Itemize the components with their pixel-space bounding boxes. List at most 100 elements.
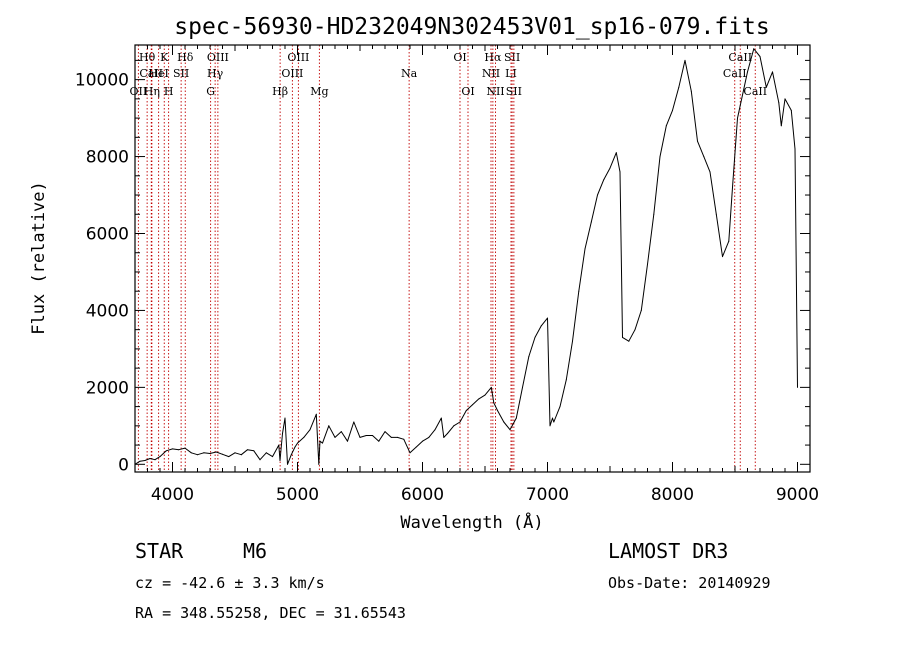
data-point — [578, 290, 580, 292]
y-axis-label: Flux (relative) — [29, 181, 49, 335]
data-point — [149, 458, 151, 459]
data-point — [322, 442, 323, 444]
x-tick-label: 9000 — [776, 485, 819, 505]
data-point — [597, 194, 598, 196]
data-point — [247, 449, 248, 451]
x-tick-label: 4000 — [151, 485, 194, 505]
object-class: STAR — [135, 539, 184, 563]
marker-label: CaII — [139, 67, 163, 80]
marker-label: CaII — [723, 67, 747, 80]
data-point — [553, 421, 555, 423]
data-point — [737, 117, 738, 119]
marker-label: SII — [504, 51, 520, 64]
data-point — [415, 446, 417, 448]
data-point — [318, 463, 320, 465]
data-point — [565, 379, 567, 381]
data-point — [309, 429, 311, 431]
data-point — [443, 436, 445, 438]
marker-label: HeI — [148, 67, 168, 80]
obs-date-label: Obs-Date: 20140929 — [608, 574, 771, 592]
data-point — [228, 456, 230, 458]
data-point — [622, 336, 623, 338]
data-point — [603, 179, 605, 181]
data-point — [334, 436, 336, 438]
data-point — [697, 140, 698, 142]
data-point — [359, 436, 361, 438]
data-point — [453, 425, 455, 427]
data-point — [647, 263, 648, 265]
data-point — [178, 449, 180, 451]
data-point — [397, 436, 398, 438]
marker-label: K — [160, 51, 169, 64]
marker-label: CaII — [728, 51, 752, 64]
data-point — [472, 404, 473, 406]
marker-label: Hβ — [272, 85, 288, 98]
y-tick-label: 10000 — [75, 71, 129, 91]
data-point — [709, 171, 711, 173]
series-line-spectrum — [134, 48, 798, 465]
data-point — [440, 417, 442, 419]
data-point — [378, 440, 380, 442]
data-point — [265, 452, 267, 454]
data-point — [319, 440, 321, 442]
data-point — [715, 213, 717, 215]
data-point — [690, 90, 692, 92]
data-point — [353, 421, 355, 423]
redshift-label: cz = -42.6 ± 3.3 km/s — [135, 574, 325, 592]
data-point — [253, 450, 255, 452]
data-point — [509, 429, 511, 431]
data-point — [522, 386, 523, 388]
x-tick-label: 7000 — [526, 485, 569, 505]
data-point — [765, 86, 767, 88]
data-point — [672, 109, 673, 111]
data-point — [634, 329, 636, 331]
coordinates-label: RA = 348.55258, DEC = 31.65543 — [135, 604, 406, 622]
y-tick-label: 0 — [118, 455, 129, 475]
marker-label: Hα — [484, 51, 502, 64]
data-point — [759, 56, 761, 57]
data-point — [534, 336, 536, 338]
data-point — [203, 452, 205, 454]
marker-label: G — [206, 85, 215, 98]
data-point — [665, 125, 667, 127]
data-point — [552, 417, 553, 419]
data-point — [780, 125, 782, 127]
survey-label: LAMOST DR3 — [608, 539, 728, 563]
data-point — [272, 456, 273, 458]
data-point — [159, 456, 161, 458]
x-axis-label: Wavelength (Å) — [400, 511, 543, 533]
plot-frame — [134, 44, 811, 473]
y-tick-label: 2000 — [86, 378, 129, 398]
data-point — [447, 433, 448, 434]
data-point — [215, 451, 217, 453]
data-point — [428, 436, 430, 438]
data-point — [390, 436, 392, 438]
axes: 4000 5000 6000 7000 8000 9000 0 2000 4000 6000 800… — [75, 45, 819, 505]
data-point — [287, 463, 288, 465]
data-point — [222, 453, 223, 455]
data-point — [628, 340, 630, 342]
data-point — [547, 317, 548, 319]
data-point — [384, 431, 386, 433]
data-point — [209, 453, 211, 454]
data-point — [139, 460, 141, 462]
data-point — [282, 433, 283, 434]
data-point — [794, 148, 796, 150]
data-point — [590, 221, 592, 223]
data-point — [465, 410, 467, 411]
data-point — [459, 421, 461, 423]
marker-label: Hγ — [207, 67, 224, 80]
data-point — [703, 156, 705, 158]
data-point — [490, 386, 492, 388]
data-point — [403, 438, 405, 440]
marker-label: LI — [505, 67, 517, 80]
data-point — [240, 454, 242, 456]
data-point — [609, 167, 611, 169]
marker-label: SII — [173, 67, 189, 80]
data-point — [279, 460, 281, 461]
data-point — [678, 86, 680, 88]
marker-label: H — [164, 85, 174, 98]
data-point — [347, 440, 348, 442]
marker-label: OIII — [287, 51, 309, 64]
